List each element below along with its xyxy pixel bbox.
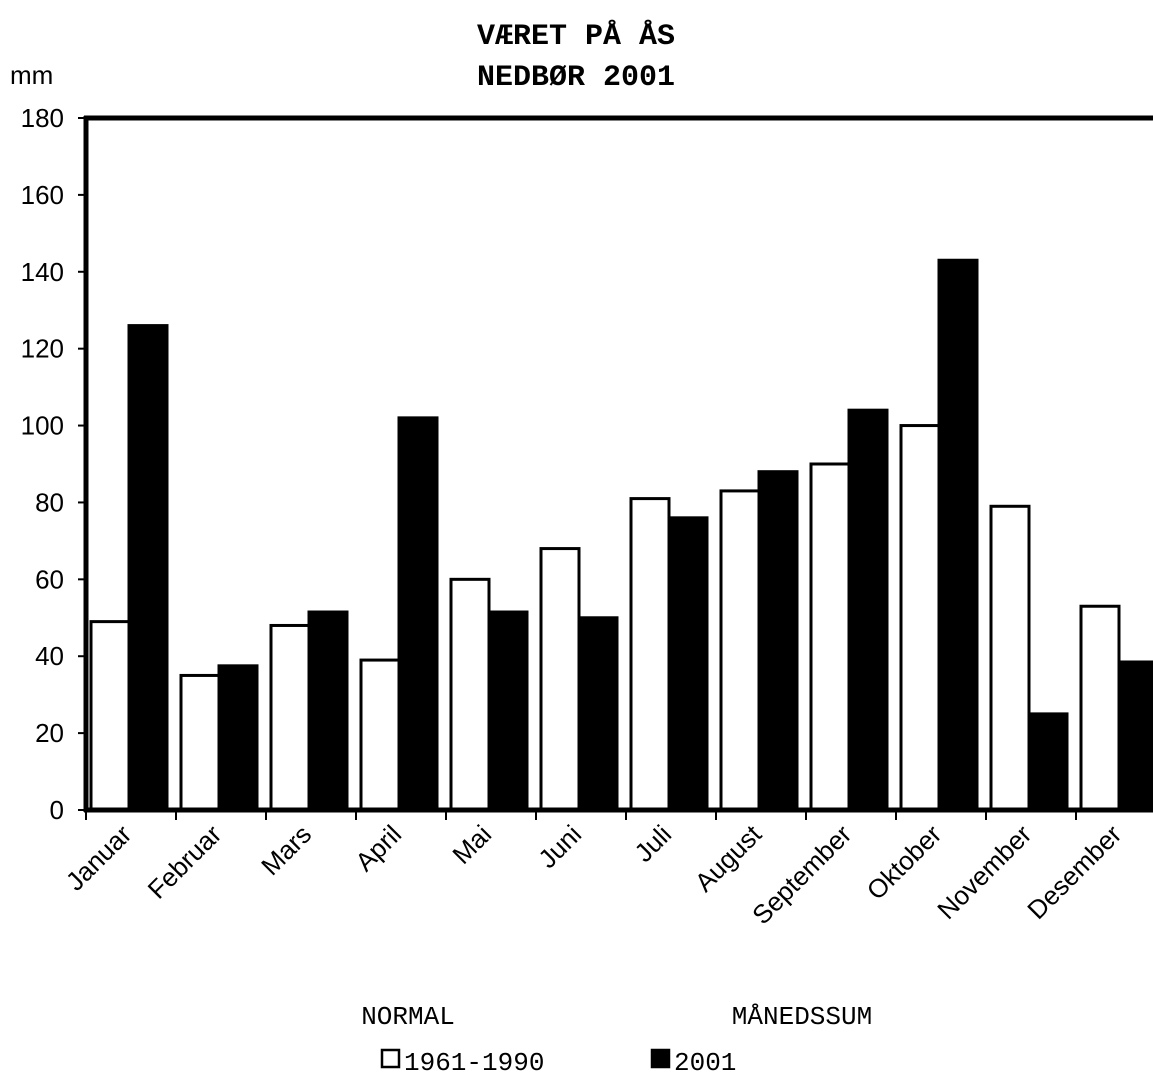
- y-tick-label-60: 60: [35, 564, 64, 594]
- axes: [83, 115, 1153, 813]
- x-tick-label-januar: Januar: [60, 819, 138, 897]
- bar-2001-juli: [667, 516, 709, 812]
- y-tick-label-180: 180: [21, 103, 64, 133]
- y-tick-label-0: 0: [50, 795, 64, 825]
- x-tick-label-juli: Juli: [628, 819, 677, 868]
- bar-2001-april: [397, 416, 439, 812]
- bar-2001-februar: [217, 664, 259, 812]
- y-axis-unit-label: mm: [10, 60, 53, 90]
- legend-swatch-2001: [650, 1048, 671, 1069]
- bar-1961-1990-februar: [179, 673, 221, 812]
- y-tick-label-100: 100: [21, 411, 64, 441]
- y-tick-label-120: 120: [21, 334, 64, 364]
- bar-2001-juni: [577, 616, 619, 812]
- x-tick-label-desember: Desember: [1021, 819, 1127, 925]
- x-tick-label-september: September: [746, 819, 857, 930]
- bar-1961-1990-juli: [629, 497, 671, 812]
- bar-2001-desember: [1117, 660, 1153, 812]
- x-tick-label-august: August: [689, 818, 768, 897]
- legend: NORMAL 1961-1990 MÅNEDSSUM 2001: [361, 1002, 872, 1074]
- bar-1961-1990-mai: [449, 577, 491, 812]
- y-tick-label-140: 140: [21, 257, 64, 287]
- bar-2001-oktober: [937, 258, 979, 812]
- legend-group-label-m-nedssum: MÅNEDSSUM: [732, 1002, 872, 1032]
- x-tick-label-april: April: [349, 819, 407, 877]
- legend-swatch-1961-1990: [380, 1048, 401, 1069]
- bar-1961-1990-august: [719, 489, 761, 812]
- y-tick-label-160: 160: [21, 180, 64, 210]
- y-tick-label-40: 40: [35, 641, 64, 671]
- legend-label-1961-1990: 1961-1990: [404, 1048, 544, 1074]
- bar-2001-september: [847, 408, 889, 812]
- bars-group: [89, 258, 1153, 812]
- x-axis-ticks: Januar Februar Mars April Mai Juni Juli AugustS…: [60, 810, 1127, 930]
- bar-1961-1990-mars: [269, 623, 311, 812]
- bar-2001-august: [757, 470, 799, 812]
- chart-title-line-1: VÆRET PÅ ÅS: [477, 20, 675, 54]
- bar-1961-1990-april: [359, 658, 401, 812]
- bar-1961-1990-november: [989, 504, 1031, 812]
- legend-label-2001: 2001: [674, 1048, 736, 1074]
- bar-1961-1990-oktober: [899, 424, 941, 812]
- y-tick-label-80: 80: [35, 487, 64, 517]
- bar-2001-mai: [487, 610, 529, 812]
- legend-group-label-normal: NORMAL: [361, 1002, 455, 1032]
- bar-1961-1990-januar: [89, 620, 131, 812]
- x-tick-label-februar: Februar: [142, 819, 228, 905]
- bar-1961-1990-desember: [1079, 604, 1121, 812]
- chart-title-line-2: NEDBØR 2001: [477, 61, 675, 95]
- bar-2001-mars: [307, 610, 349, 812]
- bar-2001-januar: [127, 324, 169, 812]
- x-tick-label-mai: Mai: [446, 819, 497, 870]
- x-tick-label-juni: Juni: [532, 819, 587, 874]
- x-tick-label-oktober: Oktober: [861, 819, 948, 906]
- x-tick-label-november: November: [931, 819, 1037, 925]
- bar-1961-1990-september: [809, 462, 851, 812]
- bar-1961-1990-juni: [539, 547, 581, 812]
- x-tick-label-mars: Mars: [255, 819, 317, 881]
- y-tick-label-20: 20: [35, 718, 64, 748]
- bar-2001-november: [1027, 712, 1069, 812]
- y-axis-ticks: 0 20 40 60 80 100 120 140 160 180: [21, 103, 86, 825]
